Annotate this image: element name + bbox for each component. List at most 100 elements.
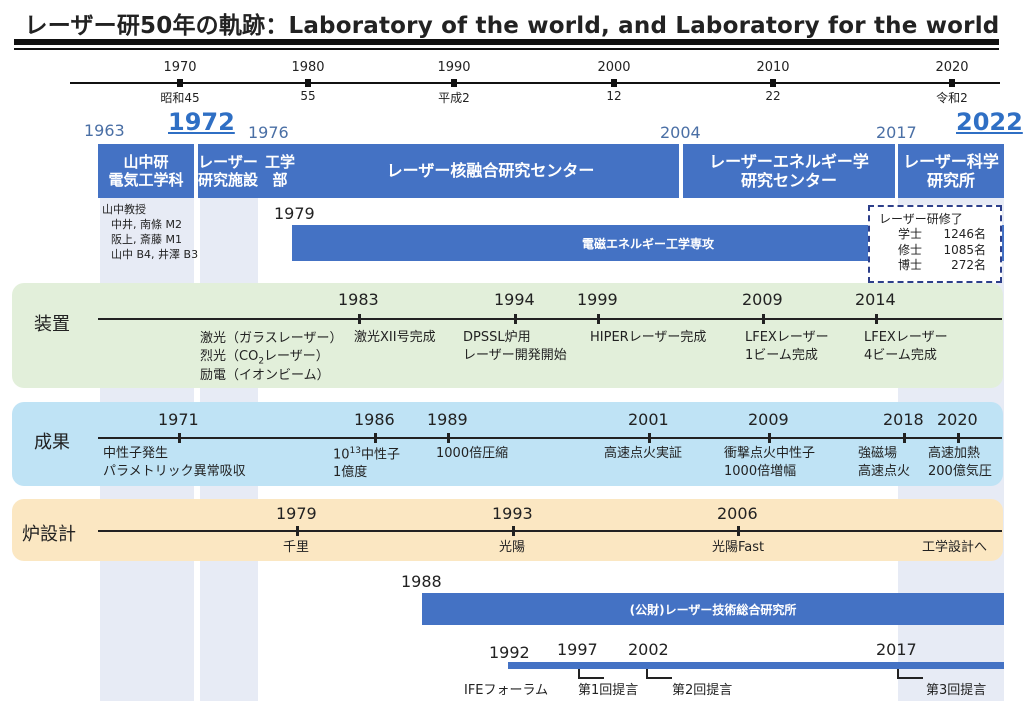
forum-year-1997: 1997 <box>557 640 598 659</box>
equipment-band <box>12 283 1003 388</box>
axis-tick <box>611 79 617 87</box>
graduates-count: 1085名 <box>943 242 986 257</box>
axis-year-label: 2010 <box>756 60 790 75</box>
results-event-marker <box>447 433 450 443</box>
results-event-year: 2009 <box>748 410 789 429</box>
year-2017: 2017 <box>876 123 917 142</box>
results-event-year: 1986 <box>354 410 395 429</box>
member-line: 中井, 南條 M2 <box>111 217 182 231</box>
results-event-text: 1000倍圧縮 <box>436 446 509 461</box>
axis-tick <box>949 79 955 87</box>
axis-era-label: 平成2 <box>438 91 470 105</box>
axis-tick <box>177 79 183 87</box>
reactor-event-text: 千里 <box>283 540 310 555</box>
reactor-event-year: 2006 <box>717 504 758 523</box>
results-line <box>98 437 1002 439</box>
axis-era-label: 55 <box>300 89 316 103</box>
ile-bar: (公財)レーザー技術総合研究所 <box>422 593 1004 625</box>
graduates-degree: 修士 <box>898 242 923 257</box>
equip-gekko: 激光（ガラスレーザー） <box>200 331 343 346</box>
axis-era-label: 昭和45 <box>160 91 200 105</box>
axis-year-label: 1980 <box>291 60 325 75</box>
equip-rekko-sub: 2 <box>258 356 265 367</box>
results-event-marker <box>648 433 651 443</box>
equip-rekko-a: 烈光（CO <box>200 348 259 364</box>
graduates-row: 学士 1246名 <box>870 227 1000 243</box>
year-1976: 1976 <box>248 123 289 142</box>
timeline-axis <box>70 82 1000 84</box>
equip-rekko: 烈光（CO2レーザー） <box>200 348 342 368</box>
year-2022: 2022 <box>956 108 1023 136</box>
results-event-marker <box>768 433 771 443</box>
reactor-event-marker <box>737 526 740 536</box>
reactor-event-marker <box>512 526 515 536</box>
ile-year: 1988 <box>401 572 442 591</box>
org-yamanaka-label: 山中研 電気工学科 <box>108 153 184 189</box>
major-label: 電磁エネルギー工学専攻 <box>581 236 714 251</box>
forum-label-3: 第3回提言 <box>926 683 987 698</box>
equipment-event-text: HIPERレーザー完成 <box>590 330 707 345</box>
equipment-event-text: LFEXレーザー 1ビーム完成 <box>745 330 829 363</box>
title-rule-thin <box>14 48 999 50</box>
results-pow-unit: 中性子 <box>361 447 401 463</box>
results-pow-base: 10 <box>333 447 350 463</box>
results-event-marker <box>957 433 960 443</box>
axis-year-label: 2000 <box>597 60 631 75</box>
results-band <box>12 402 1003 486</box>
graduates-row: 修士 1085名 <box>870 243 1000 259</box>
results-event-year: 1971 <box>158 410 199 429</box>
equipment-event-marker <box>597 314 600 324</box>
forum-bar <box>508 662 1004 669</box>
equipment-event-marker <box>762 314 765 324</box>
member-line: 山中 B4, 井澤 B3 <box>111 247 199 261</box>
axis-year-label: 2020 <box>935 60 969 75</box>
org-energy-center-label: レーザーエネルギー学 研究センター <box>709 151 869 190</box>
axis-tick <box>770 79 776 87</box>
graduates-rows: 学士 1246名 修士 1085名博士 272名 <box>870 227 1000 274</box>
graduates-box: レーザー研修了 学士 1246名 修士 1085名 博士 272名 <box>868 205 1002 283</box>
reactor-event-text: 工学設計へ <box>922 540 988 555</box>
year-2004: 2004 <box>660 123 701 142</box>
year-1972: 1972 <box>168 108 235 136</box>
page-title: レーザー研50年の軌跡：Laboratory of the world, and… <box>24 13 1000 39</box>
forum-year-2017: 2017 <box>876 640 917 659</box>
major-year: 1979 <box>274 204 315 223</box>
equipment-event-year: 2009 <box>742 290 783 309</box>
axis-year-label: 1970 <box>163 60 197 75</box>
results-event-year: 1989 <box>427 410 468 429</box>
equipment-event-marker <box>875 314 878 324</box>
results-event-year: 2018 <box>883 410 924 429</box>
org-fusion-center-label: レーザー核融合研究センター <box>386 161 595 181</box>
forum-year-2002: 2002 <box>628 640 669 659</box>
forum-year-1992: 1992 <box>489 643 530 662</box>
org-faculty-label: 工学 部 <box>264 153 295 189</box>
results-pow-exp: 13 <box>349 446 361 456</box>
axis-tick <box>451 79 457 87</box>
graduates-row: 博士 272名 <box>870 258 1000 274</box>
results-event-year: 2001 <box>628 410 669 429</box>
org-science-institute: レーザー科学 研究所 <box>898 144 1004 198</box>
founding-members: 山中教授 中井, 南條 M2 阪上, 斎藤 M1 山中 B4, 井澤 B3 <box>102 203 198 262</box>
results-event-text: 中性子発生 パラメトリック異常吸収 <box>103 446 246 479</box>
axis-year-label: 1990 <box>437 60 471 75</box>
org-faculty: 工学 部 <box>258 144 302 198</box>
org-yamanaka-lab: 山中研 電気工学科 <box>98 144 194 198</box>
org-fusion-center: レーザー核融合研究センター <box>302 144 679 198</box>
equipment-event-text: LFEXレーザー 4ビーム完成 <box>864 330 948 363</box>
axis-era-label: 22 <box>765 89 781 103</box>
graduates-count: 272名 <box>951 258 986 273</box>
member-line: 阪上, 斎藤 M1 <box>111 232 182 246</box>
equipment-event-year: 1994 <box>494 290 535 309</box>
results-event-line2: 1億度 <box>333 464 368 480</box>
results-event-text: 衝撃点火中性子 1000倍増幅 <box>724 446 816 479</box>
equipment-early: 激光（ガラスレーザー） 烈光（CO2レーザー） 励電（イオンビーム） <box>200 330 342 385</box>
equipment-label: 装置 <box>34 314 70 335</box>
axis-era-label: 12 <box>606 89 622 103</box>
results-event-text: 1013中性子 1億度 <box>333 445 400 481</box>
reactor-label: 炉設計 <box>22 524 76 545</box>
equipment-line <box>98 318 1002 320</box>
graduates-degree: 博士 <box>898 258 923 273</box>
forum-arrow-1 <box>578 669 604 679</box>
org-science-institute-label: レーザー科学 研究所 <box>903 151 999 190</box>
reactor-event-marker <box>296 526 299 536</box>
